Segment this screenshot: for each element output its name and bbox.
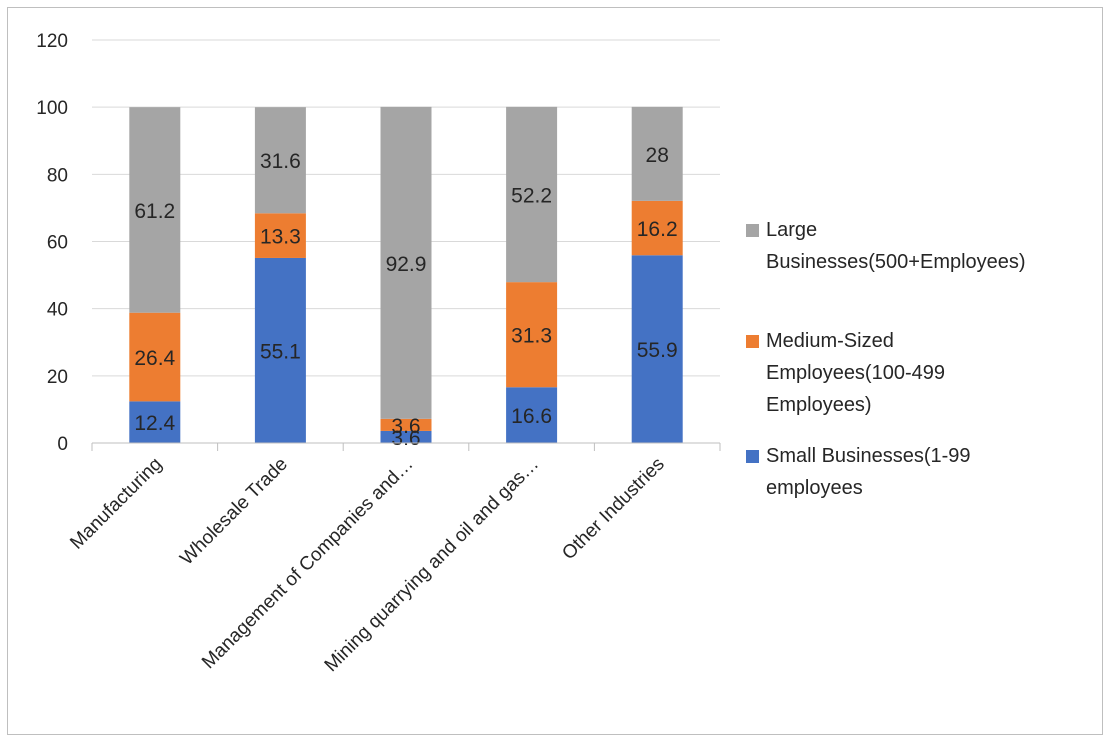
bar-segment: [506, 106, 558, 283]
y-tick-label: 80: [47, 165, 68, 186]
bar-segment: [129, 312, 181, 402]
data-label: 13.3: [260, 226, 301, 249]
y-tick-label: 120: [36, 31, 68, 52]
bar-segment: [254, 257, 306, 443]
bar-stacks: [129, 106, 683, 443]
x-category-label: Manufacturing: [66, 454, 166, 554]
data-label: 28: [646, 144, 669, 167]
bar-segment: [129, 107, 181, 313]
bar-segment: [380, 418, 432, 431]
bar-segment: [631, 200, 683, 256]
bar-segment: [506, 387, 558, 443]
legend-entry-label: employees: [766, 477, 863, 499]
y-tick-label: 60: [47, 233, 68, 254]
legend: Large Businesses(500+Employees) Medium-Siz…: [746, 219, 1026, 499]
legend-entry-label: Medium-Sized: [766, 330, 894, 352]
data-labels: 12.4 26.4 61.2 55.1 13.3 31.6 3.63.6 92.9 16.6 31…: [134, 144, 677, 450]
data-label: 16.2: [637, 218, 678, 241]
legend-entry-label: Employees): [766, 394, 872, 416]
data-label: 3.6: [391, 427, 420, 450]
x-category-label: Other Industries: [558, 454, 668, 564]
data-label: 26.4: [134, 347, 175, 370]
data-label: 31.6: [260, 150, 301, 173]
y-tick-label: 100: [36, 98, 68, 119]
data-label: 55.1: [260, 340, 301, 363]
legend-entry-label: Large: [766, 219, 817, 241]
data-label: 61.2: [134, 200, 175, 223]
bar-segment: [380, 430, 432, 443]
x-category-label: Wholesale Trade: [176, 454, 292, 570]
data-label: 52.2: [511, 184, 552, 207]
bar-segment: [380, 106, 432, 419]
data-label: 3.6: [391, 415, 420, 438]
data-label: 92.9: [386, 253, 427, 276]
data-label: 16.6: [511, 405, 552, 428]
data-label: 55.9: [637, 339, 678, 362]
legend-swatch: [746, 335, 759, 348]
bar-segment: [254, 213, 306, 258]
bar-segment: [506, 282, 558, 388]
y-tick-label: 40: [47, 300, 68, 321]
y-tick-label: 20: [47, 367, 68, 388]
y-axis-tick-labels: 0 20 40 60 80 100 120: [36, 31, 68, 455]
x-category-label: Mining quarrying and oil and gas…: [321, 454, 543, 676]
legend-entry-label: Businesses(500+Employees): [766, 251, 1026, 273]
legend-swatch: [746, 450, 759, 463]
y-tick-label: 0: [57, 434, 68, 455]
legend-entry-label: Small Businesses(1-99: [766, 445, 971, 467]
bar-segment: [129, 401, 181, 443]
x-axis: [91, 442, 721, 451]
x-category-label: Management of Companies and…: [198, 454, 417, 673]
data-label: 31.3: [511, 325, 552, 348]
legend-entry-label: Employees(100-499: [766, 362, 945, 384]
bar-segment: [631, 255, 683, 443]
data-label: 12.4: [134, 412, 175, 435]
bar-segment: [254, 107, 306, 214]
bar-segment: [631, 106, 683, 201]
legend-swatch: [746, 224, 759, 237]
